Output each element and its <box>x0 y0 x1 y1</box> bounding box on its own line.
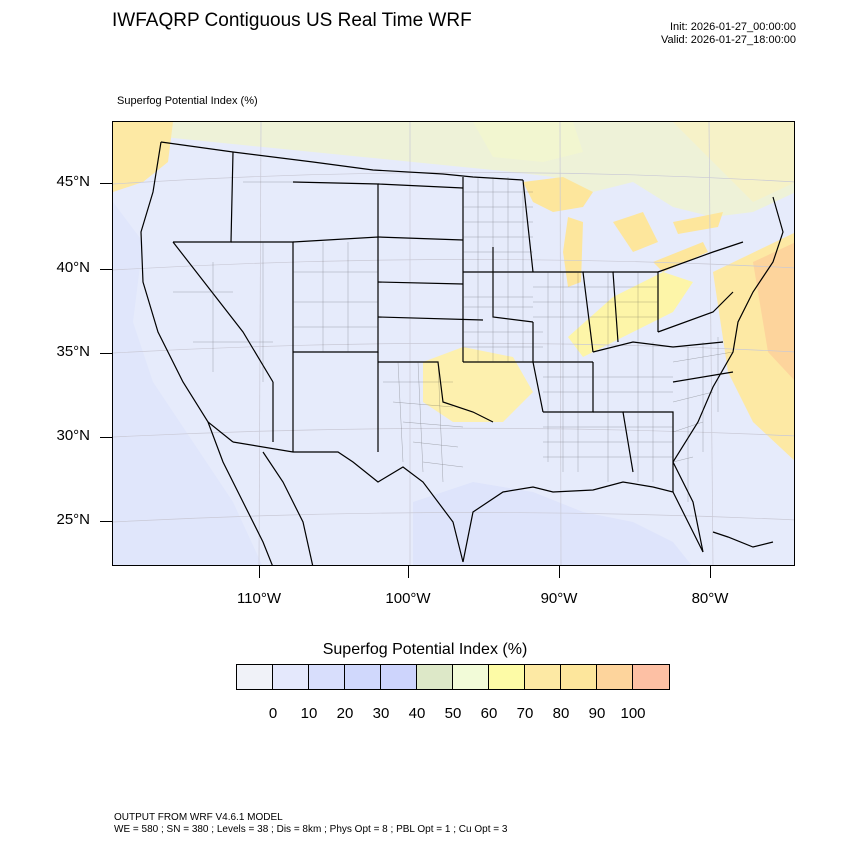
southern-plains-band <box>423 347 533 422</box>
colorbar-swatch <box>345 665 381 689</box>
mexico-coast <box>207 421 774 565</box>
colorbar-swatch <box>489 665 525 689</box>
lon-tick <box>408 566 409 578</box>
lake-michigan <box>563 217 583 287</box>
lat-label-35: 35°N <box>56 343 90 360</box>
lake-superior <box>523 177 593 212</box>
colorbar-tick-label: 10 <box>300 705 318 722</box>
state-boundaries <box>140 141 784 563</box>
colorbar-swatch <box>381 665 417 689</box>
lat-label-45: 45°N <box>56 173 90 190</box>
lon-label-110: 110°W <box>236 590 282 607</box>
lon-label-100: 100°W <box>385 590 431 607</box>
lat-label-40: 40°N <box>56 259 90 276</box>
colorbar-tick-label: 90 <box>588 705 606 722</box>
lat-label-25: 25°N <box>56 511 90 528</box>
colorbar-swatch <box>453 665 489 689</box>
colorbar-tick-label: 30 <box>372 705 390 722</box>
quebec-region <box>673 122 794 202</box>
model-info: OUTPUT FROM WRF V4.6.1 MODEL <box>114 812 283 823</box>
lon-label-80: 80°W <box>691 590 729 607</box>
lake-erie <box>653 242 708 272</box>
colorbar-swatch <box>309 665 345 689</box>
graticule <box>113 122 794 565</box>
lon-tick <box>259 566 260 578</box>
colorbar-swatch <box>633 665 669 689</box>
map-canvas <box>113 122 794 565</box>
init-time: Init: 2026-01-27_00:00:00 <box>670 21 796 33</box>
colorbar-title: Superfog Potential Index (%) <box>322 641 528 658</box>
colorbar-tick-label: 50 <box>444 705 462 722</box>
map-panel <box>112 121 795 566</box>
valid-time: Valid: 2026-01-27_18:00:00 <box>661 34 796 46</box>
lon-tick <box>559 566 560 578</box>
lake-huron <box>613 212 658 252</box>
gulf-region <box>413 482 692 565</box>
chart-title: IWFAQRP Contiguous US Real Time WRF <box>112 10 472 31</box>
lon-tick <box>710 566 711 578</box>
lat-tick <box>100 521 112 522</box>
colorbar-swatch <box>273 665 309 689</box>
colorbar-swatch <box>525 665 561 689</box>
lat-tick <box>100 269 112 270</box>
lake-ontario <box>673 212 723 234</box>
colorbar-swatch <box>597 665 633 689</box>
ohio-valley-band <box>568 272 693 357</box>
colorbar-tick-label: 80 <box>552 705 570 722</box>
lat-tick <box>100 353 112 354</box>
lat-label-30: 30°N <box>56 427 90 444</box>
colorbar <box>236 664 670 690</box>
county-lines <box>173 177 734 502</box>
colorbar-swatch <box>417 665 453 689</box>
colorbar-tick-label: 100 <box>620 705 646 722</box>
colorbar-tick-label: 70 <box>516 705 534 722</box>
colorbar-swatch <box>237 665 273 689</box>
field-label: Superfog Potential Index (%) <box>117 95 258 107</box>
model-config: WE = 580 ; SN = 380 ; Levels = 38 ; Dis … <box>114 824 508 835</box>
colorbar-tick-label: 40 <box>408 705 426 722</box>
lon-label-90: 90°W <box>540 590 578 607</box>
colorbar-swatch <box>561 665 597 689</box>
colorbar-tick-label: 60 <box>480 705 498 722</box>
canada-region <box>113 122 794 217</box>
high-index-northwest <box>113 122 173 192</box>
lat-tick <box>100 183 112 184</box>
pacific-region <box>113 202 263 565</box>
colorbar-tick-label: 0 <box>268 705 278 722</box>
colorbar-tick-label: 20 <box>336 705 354 722</box>
lat-tick <box>100 437 112 438</box>
ontario-region <box>473 122 583 162</box>
